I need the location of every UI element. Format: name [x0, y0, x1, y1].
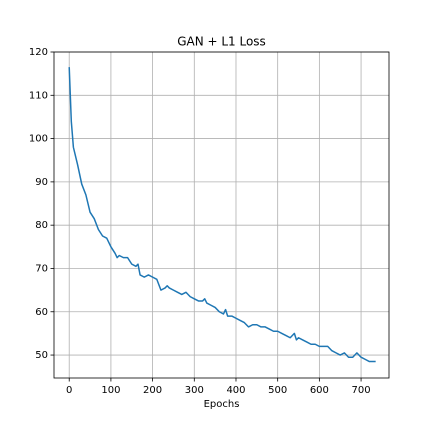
plot-frame	[53, 51, 390, 379]
y-tick-label: 70	[35, 263, 48, 274]
y-tick-label: 110	[29, 90, 48, 101]
x-tick-label: 500	[268, 385, 287, 396]
x-axis-label: Epochs	[204, 399, 240, 410]
y-tick-label: 60	[35, 307, 48, 318]
y-tick-label: 80	[35, 220, 48, 231]
y-tick-label: 120	[29, 47, 48, 58]
y-tick-label: 50	[35, 350, 48, 361]
x-tick-label: 400	[226, 385, 245, 396]
chart-title: GAN + L1 Loss	[177, 35, 266, 49]
x-tick-label: 700	[352, 385, 371, 396]
x-tick-label: 600	[310, 385, 329, 396]
x-tick-label: 100	[101, 385, 120, 396]
y-tick-label: 100	[29, 134, 48, 145]
data-line	[68, 67, 376, 363]
y-tick-label: 90	[35, 177, 48, 188]
x-tick-label: 300	[185, 385, 204, 396]
x-tick-label: 0	[66, 385, 72, 396]
x-tick-label: 200	[143, 385, 162, 396]
